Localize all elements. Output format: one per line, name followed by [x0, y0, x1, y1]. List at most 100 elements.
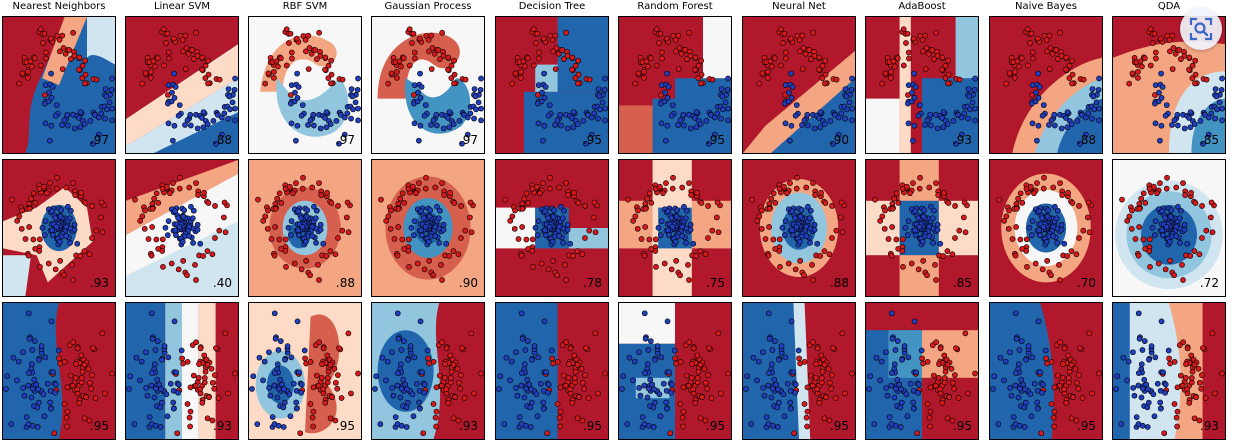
- point-class0: [1129, 207, 1135, 214]
- point-class0: [132, 196, 138, 203]
- point-class0: [273, 58, 280, 65]
- point-class1: [1219, 105, 1225, 112]
- point-class1: [102, 86, 109, 92]
- classifier-title: Random Forest: [637, 1, 713, 12]
- point-class1: [104, 106, 110, 113]
- point-class1: [1025, 343, 1032, 350]
- point-class0: [765, 252, 772, 259]
- point-class1: [341, 131, 348, 138]
- point-class1: [1082, 131, 1089, 138]
- point-class0: [765, 75, 771, 81]
- point-class1: [896, 381, 903, 388]
- point-class1: [888, 382, 895, 389]
- point-class1: [416, 137, 422, 144]
- point-class1: [298, 389, 304, 396]
- point-class1: [1169, 122, 1175, 128]
- point-class0: [1167, 360, 1173, 367]
- point-class0: [1034, 180, 1040, 186]
- point-class1: [47, 405, 54, 412]
- classifier-title: Nearest Neighbors: [12, 1, 106, 12]
- point-class0: [1219, 370, 1225, 377]
- point-class1: [649, 381, 656, 388]
- point-class0: [1183, 361, 1189, 368]
- point-class0: [1167, 257, 1174, 264]
- point-class1: [793, 102, 800, 108]
- point-class1: [269, 414, 276, 420]
- point-class0: [1147, 62, 1154, 69]
- point-class1: [63, 233, 70, 239]
- point-class1: [668, 112, 675, 119]
- point-class1: [1053, 215, 1060, 222]
- point-class1: [1152, 82, 1159, 89]
- point-class0: [1150, 40, 1156, 46]
- point-class1: [888, 370, 895, 376]
- point-class0: [530, 264, 536, 270]
- point-class0: [76, 66, 82, 73]
- point-class0: [1066, 62, 1073, 69]
- point-class1: [1012, 421, 1019, 427]
- point-class1: [1205, 131, 1212, 138]
- point-class1: [64, 111, 71, 118]
- point-class0: [952, 372, 958, 378]
- point-class1: [1136, 335, 1143, 342]
- point-class1: [693, 124, 700, 131]
- point-class1: [1035, 318, 1042, 325]
- point-class0: [890, 58, 897, 65]
- point-class1: [1058, 221, 1065, 228]
- point-class1: [788, 122, 795, 129]
- point-class1: [1158, 318, 1165, 325]
- point-class0: [184, 401, 191, 407]
- point-class1: [849, 105, 855, 112]
- point-class1: [1113, 386, 1119, 392]
- zoom-button[interactable]: [1180, 8, 1222, 50]
- point-class0: [889, 224, 895, 230]
- point-class0: [829, 203, 835, 209]
- point-class1: [915, 381, 922, 388]
- point-class0: [1164, 174, 1170, 181]
- point-class0: [690, 386, 696, 393]
- point-class1: [165, 120, 172, 127]
- point-class1: [888, 310, 895, 317]
- point-class0: [416, 35, 423, 42]
- point-class0: [718, 390, 724, 397]
- point-class0: [926, 184, 933, 191]
- point-class0: [457, 385, 464, 392]
- point-class1: [313, 240, 319, 246]
- point-class0: [933, 339, 939, 346]
- point-class0: [430, 272, 436, 279]
- point-class0: [426, 360, 432, 367]
- point-class0: [1016, 63, 1022, 70]
- point-class1: [411, 82, 418, 89]
- point-class0: [406, 62, 413, 69]
- point-class0: [232, 370, 238, 377]
- point-class0: [145, 236, 152, 242]
- point-class0: [762, 236, 769, 242]
- point-class0: [771, 55, 778, 62]
- point-class0: [648, 245, 655, 252]
- point-class1: [894, 338, 901, 345]
- point-class1: [323, 109, 330, 115]
- point-class0: [72, 192, 78, 198]
- point-class0: [275, 63, 281, 70]
- accuracy-score: .95: [89, 419, 109, 433]
- point-class0: [583, 345, 589, 351]
- point-class1: [433, 111, 440, 118]
- point-class0: [293, 35, 300, 42]
- decision-region: [126, 44, 238, 147]
- point-class0: [276, 190, 283, 197]
- point-class1: [23, 414, 30, 420]
- point-class0: [1171, 272, 1177, 279]
- point-class0: [822, 57, 828, 64]
- point-class1: [501, 421, 508, 427]
- point-class0: [288, 49, 295, 56]
- point-class0: [344, 214, 350, 221]
- point-class0: [638, 236, 645, 242]
- point-class0: [274, 195, 281, 202]
- point-class1: [3, 386, 9, 392]
- point-class1: [90, 140, 96, 147]
- point-class0: [686, 277, 692, 283]
- subplot-moons-5: .95: [495, 16, 609, 154]
- point-class1: [186, 233, 193, 239]
- point-class1: [165, 218, 172, 225]
